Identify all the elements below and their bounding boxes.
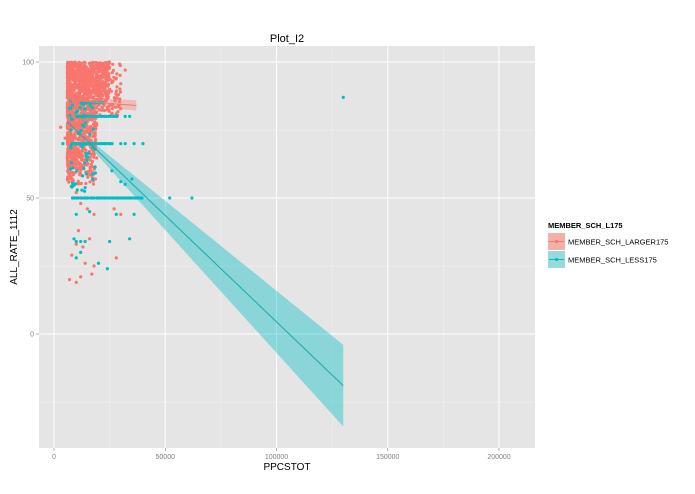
- data-point-less175: [168, 196, 172, 200]
- y-tick-label: 0: [30, 332, 34, 339]
- data-point-larger175: [114, 76, 118, 80]
- y-tick-label: 50: [26, 196, 34, 203]
- data-point-less175: [74, 256, 78, 260]
- data-point-less175: [114, 212, 118, 216]
- data-point-less175: [341, 95, 345, 99]
- data-point-less175: [108, 239, 112, 244]
- data-point-less175: [119, 142, 123, 146]
- data-point-less175: [96, 261, 101, 265]
- legend-label-less175: MEMBER_SCH_LESS175: [568, 256, 657, 265]
- data-point-larger175: [76, 229, 81, 233]
- data-point-less175: [128, 114, 132, 118]
- data-point-less175: [74, 239, 78, 244]
- legend-label-larger175: MEMBER_SCH_LARGER175: [568, 238, 668, 247]
- x-tick-label: 200000: [487, 454, 510, 461]
- data-point-larger175: [83, 261, 87, 265]
- data-point-less175: [130, 177, 134, 181]
- data-point-less175: [128, 237, 132, 241]
- data-point-less175: [105, 267, 109, 271]
- regression-lines: [67, 99, 344, 387]
- x-tick-label: 0: [52, 454, 56, 461]
- data-point-less175: [83, 239, 87, 244]
- minor-gridlines: [39, 46, 535, 448]
- data-point-larger175: [85, 207, 89, 211]
- plot-panel: [39, 46, 535, 448]
- x-tick-label: 100000: [265, 454, 288, 461]
- data-point-larger175: [67, 278, 72, 282]
- fit-line-larger175: [67, 99, 137, 107]
- data-point-larger175: [74, 280, 78, 284]
- data-point-less175: [79, 239, 83, 244]
- data-point-larger175: [119, 82, 123, 86]
- data-point-less175: [72, 237, 76, 241]
- data-point-larger175: [88, 237, 92, 241]
- data-point-larger175: [108, 103, 112, 108]
- data-point-less175: [110, 169, 114, 173]
- data-point-larger175: [74, 190, 78, 195]
- legend-title: MEMBER_SCH_L175: [548, 221, 623, 230]
- data-point-larger175: [119, 212, 123, 216]
- data-point-less175: [88, 210, 92, 214]
- data-point-larger175: [79, 275, 83, 279]
- x-tick-label: 50000: [156, 454, 176, 461]
- legend-item-less175[interactable]: MEMBER_SCH_LESS175: [548, 251, 657, 268]
- confidence-ribbon-less175: [67, 116, 344, 427]
- data-point-larger175: [92, 212, 96, 216]
- y-axis-ticks: 0 50 100: [22, 60, 39, 339]
- data-point-larger175: [74, 242, 78, 246]
- y-tick-label: 100: [22, 60, 34, 67]
- data-point-less175: [123, 114, 127, 118]
- x-tick-label: 150000: [376, 454, 399, 461]
- legend-marker-less175-icon: [554, 257, 559, 262]
- data-point-larger175: [81, 245, 85, 249]
- data-point-less175: [132, 142, 136, 146]
- data-point-larger175: [114, 256, 118, 260]
- data-point-larger175: [59, 125, 63, 129]
- data-point-larger175: [79, 201, 83, 206]
- data-point-less175: [190, 196, 194, 200]
- data-point-less175: [61, 142, 65, 146]
- data-point-larger175: [70, 253, 74, 257]
- data-point-less175: [132, 212, 136, 216]
- data-point-larger175: [90, 272, 94, 276]
- data-point-less175: [114, 114, 118, 118]
- legend: MEMBER_SCH_L175 MEMBER_SCH_LARGER175 MEM…: [548, 221, 668, 268]
- data-point-less175: [123, 182, 127, 186]
- data-point-larger175: [92, 264, 96, 268]
- chart-title: Plot_I2: [270, 33, 304, 45]
- legend-marker-larger175-icon: [554, 239, 559, 244]
- major-gridlines: [39, 46, 535, 448]
- x-axis-ticks: 0 50000 100000 150000 200000: [52, 448, 511, 461]
- data-point-less175: [119, 180, 123, 184]
- legend-item-larger175[interactable]: MEMBER_SCH_LARGER175: [548, 233, 668, 250]
- data-point-larger175: [123, 68, 127, 72]
- data-point-less175: [141, 142, 145, 146]
- y-axis-title: ALL_RATE_1112: [9, 209, 20, 285]
- fit-line-less175: [67, 121, 344, 387]
- data-point-less175: [79, 250, 83, 254]
- data-point-larger175: [63, 136, 67, 140]
- data-point-less175: [74, 212, 78, 216]
- data-point-less175: [123, 142, 127, 146]
- x-axis-title: PPCSTOT: [263, 462, 310, 473]
- data-point-larger175: [112, 207, 116, 211]
